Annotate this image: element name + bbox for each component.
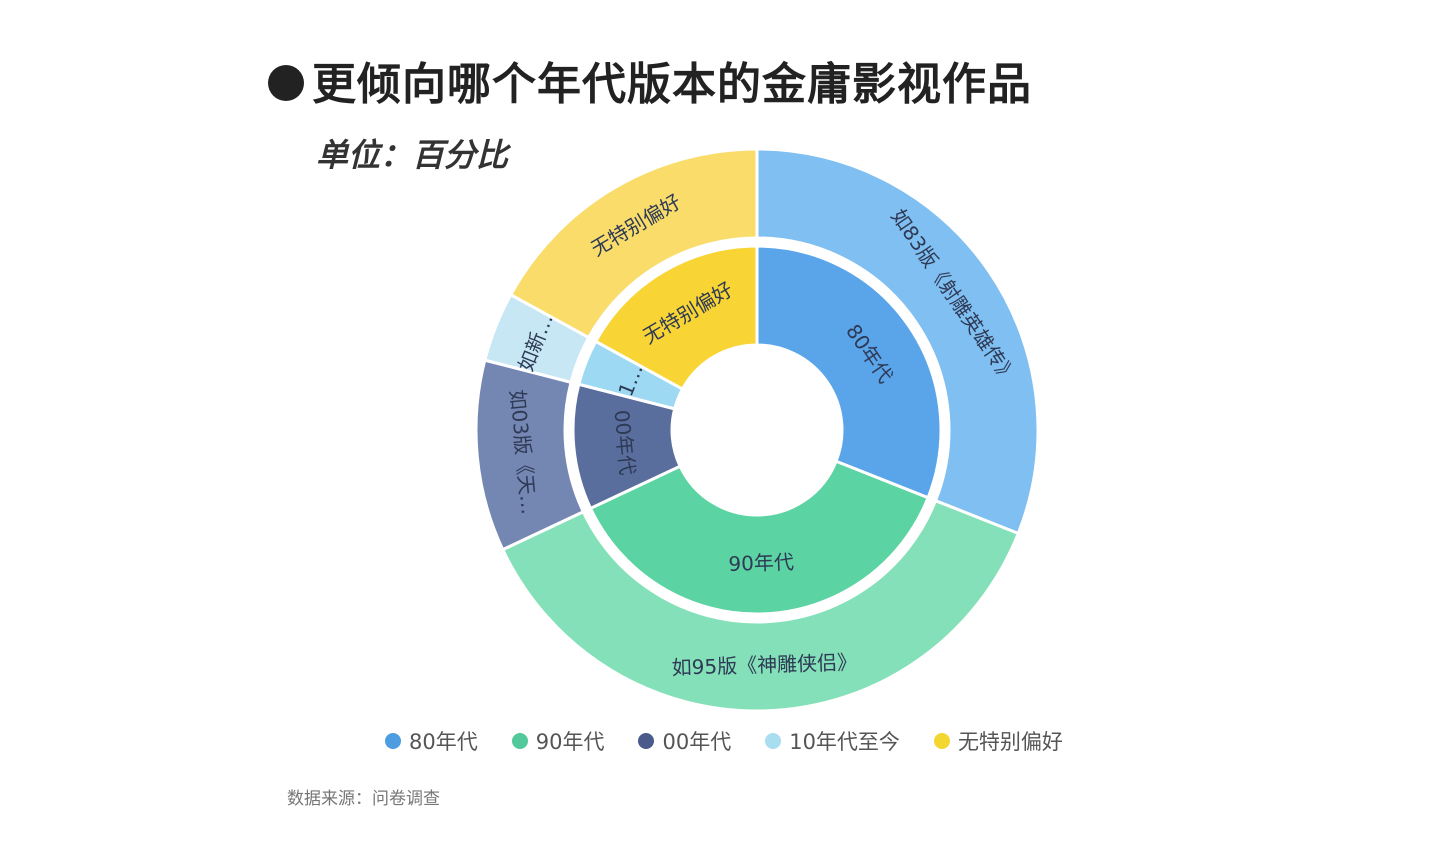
legend-dot-icon (511, 733, 528, 749)
legend-item-1[interactable]: 90年代 (511, 726, 605, 756)
legend-dot-icon (933, 733, 950, 749)
data-source: 数据来源：问卷调查 (287, 789, 440, 809)
legend-dot-icon (638, 733, 655, 749)
legend-label: 无特别偏好 (957, 730, 1063, 754)
legend-dot-icon (765, 733, 782, 749)
legend: 80年代 90年代 00年代 10年代至今 无特别偏好 (385, 726, 1063, 756)
inner-segment-0[interactable] (755, 244, 943, 500)
outer-segment-4[interactable] (508, 147, 759, 340)
legend-label: 10年代至今 (789, 730, 900, 754)
chart-subtitle: 单位：百分比 (316, 136, 509, 174)
legend-dot-icon (385, 733, 401, 749)
legend-item-2[interactable]: 00年代 (638, 726, 731, 756)
legend-label: 00年代 (662, 730, 732, 754)
inner-segment-1[interactable] (588, 459, 931, 616)
chart-title-text: 更倾向哪个年代版本的金庸影视作品 (312, 59, 1032, 110)
outer-label-1: 如95版《神雕侠侣》 (671, 650, 857, 680)
legend-item-0[interactable]: 80年代 (385, 726, 478, 756)
legend-label: 80年代 (409, 730, 478, 754)
bullet-icon (268, 65, 304, 101)
outer-segment-1[interactable] (500, 498, 1021, 713)
outer-segment-0[interactable] (755, 147, 1040, 536)
legend-item-4[interactable]: 无特别偏好 (933, 726, 1063, 756)
inner-segment-4[interactable] (593, 244, 759, 392)
legend-label: 90年代 (535, 730, 605, 754)
legend-item-3[interactable]: 10年代至今 (765, 726, 900, 756)
chart-title: 更倾向哪个年代版本的金庸影视作品 (268, 48, 1032, 112)
inner-label-1: 90年代 (728, 550, 794, 576)
